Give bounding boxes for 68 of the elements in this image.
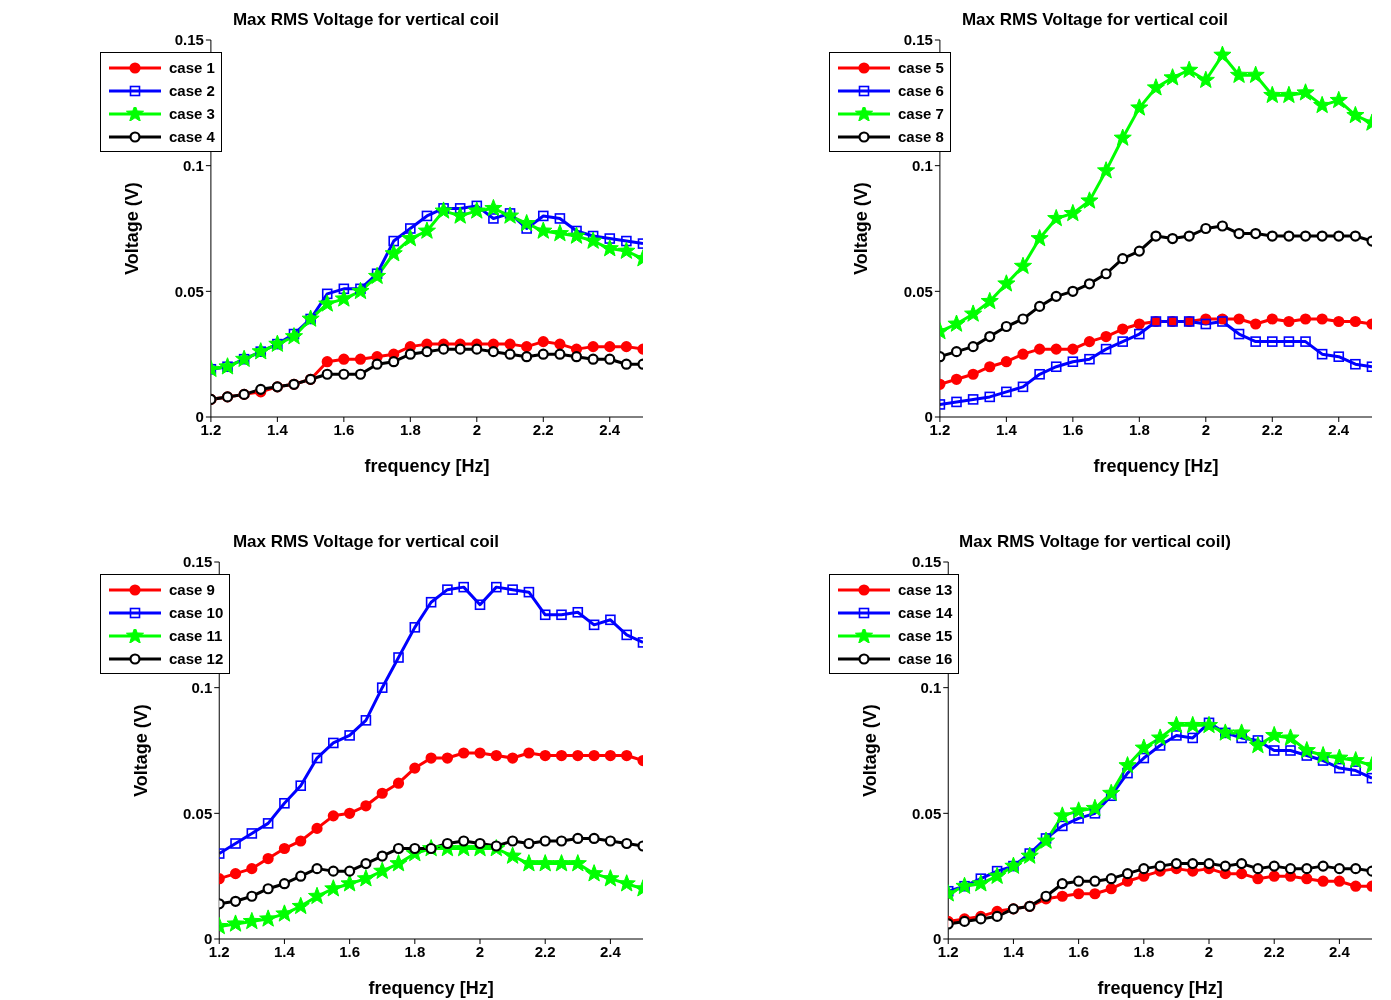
legend-label: case 7 bbox=[898, 105, 944, 122]
x-tick-label: 2.4 bbox=[1328, 420, 1350, 438]
legend-label: case 1 bbox=[169, 59, 215, 76]
y-tick-label: 0.15 bbox=[174, 31, 204, 49]
y-tick-label: 0.15 bbox=[912, 553, 942, 571]
legend-label: case 5 bbox=[898, 59, 944, 76]
legend-label: case 12 bbox=[169, 650, 224, 667]
x-tick-label: 2 bbox=[1204, 942, 1214, 960]
x-tick-label: 2.4 bbox=[599, 942, 622, 960]
x-tick-label: 1.4 bbox=[995, 420, 1018, 438]
x-tick-label: 1.8 bbox=[399, 420, 421, 438]
y-tick-label: 0.05 bbox=[903, 282, 933, 300]
chart-title: Max RMS Voltage for vertical coil bbox=[231, 532, 501, 552]
x-tick-label: 1.8 bbox=[404, 942, 426, 960]
x-tick-label: 1.6 bbox=[339, 942, 361, 960]
y-tick-label: 0.05 bbox=[174, 282, 204, 300]
y-tick-label: 0 bbox=[932, 930, 942, 948]
x-tick-label: 1.4 bbox=[266, 420, 289, 438]
x-tick-label: 2 bbox=[1201, 420, 1210, 438]
y-tick-label: 0.15 bbox=[183, 553, 213, 571]
legend-label: case 13 bbox=[898, 581, 953, 598]
y-tick-label: 0.1 bbox=[191, 678, 213, 696]
x-axis-title: frequency [Hz] bbox=[1097, 978, 1223, 998]
legend-label: case 6 bbox=[898, 82, 944, 99]
y-tick-label: 0 bbox=[924, 408, 933, 426]
legend-label: case 8 bbox=[898, 128, 944, 145]
legend-label: case 3 bbox=[169, 105, 215, 122]
legend-label: case 11 bbox=[169, 627, 223, 644]
x-tick-label: 2.2 bbox=[532, 420, 554, 438]
y-tick-label: 0 bbox=[195, 408, 204, 426]
y-tick-label: 0.05 bbox=[183, 804, 213, 822]
x-tick-label: 2.2 bbox=[1261, 420, 1283, 438]
x-axis-title: frequency [Hz] bbox=[1093, 456, 1219, 476]
legend-label: case 10 bbox=[169, 604, 224, 621]
y-tick-label: 0 bbox=[203, 930, 213, 948]
y-tick-label: 0.15 bbox=[903, 31, 933, 49]
legend-label: case 14 bbox=[898, 604, 953, 621]
x-axis-title: frequency [Hz] bbox=[364, 456, 490, 476]
legend-label: case 16 bbox=[898, 650, 953, 667]
chart-title: Max RMS Voltage for vertical coil) bbox=[958, 532, 1232, 552]
x-tick-label: 1.6 bbox=[1062, 420, 1084, 438]
legend-label: case 4 bbox=[169, 128, 215, 145]
x-tick-label: 2.4 bbox=[1328, 942, 1351, 960]
y-tick-label: 0.05 bbox=[912, 804, 942, 822]
y-axis-title: Voltage (V) bbox=[851, 182, 872, 275]
x-tick-label: 1.4 bbox=[274, 942, 296, 960]
y-axis-title: Voltage (V) bbox=[130, 704, 151, 797]
x-tick-label: 1.6 bbox=[333, 420, 355, 438]
x-tick-label: 2 bbox=[472, 420, 481, 438]
legend-label: case 15 bbox=[898, 627, 953, 644]
y-tick-label: 0.1 bbox=[920, 678, 942, 696]
x-tick-label: 2.4 bbox=[599, 420, 621, 438]
y-tick-label: 0.1 bbox=[912, 156, 933, 174]
x-tick-label: 2 bbox=[475, 942, 485, 960]
x-tick-label: 1.8 bbox=[1133, 942, 1155, 960]
y-tick-label: 0.1 bbox=[183, 156, 204, 174]
x-tick-label: 2.2 bbox=[1263, 942, 1285, 960]
x-tick-label: 1.4 bbox=[1003, 942, 1025, 960]
chart-title: Max RMS Voltage for vertical coil bbox=[960, 10, 1230, 30]
x-tick-label: 2.2 bbox=[534, 942, 556, 960]
y-axis-title: Voltage (V) bbox=[122, 182, 143, 275]
legend-label: case 2 bbox=[169, 82, 215, 99]
x-tick-label: 1.6 bbox=[1068, 942, 1090, 960]
x-axis-title: frequency [Hz] bbox=[368, 978, 494, 998]
y-axis-title: Voltage (V) bbox=[859, 704, 880, 797]
chart-title: Max RMS Voltage for vertical coil bbox=[231, 10, 501, 30]
legend-label: case 9 bbox=[169, 581, 215, 598]
x-tick-label: 1.8 bbox=[1128, 420, 1150, 438]
